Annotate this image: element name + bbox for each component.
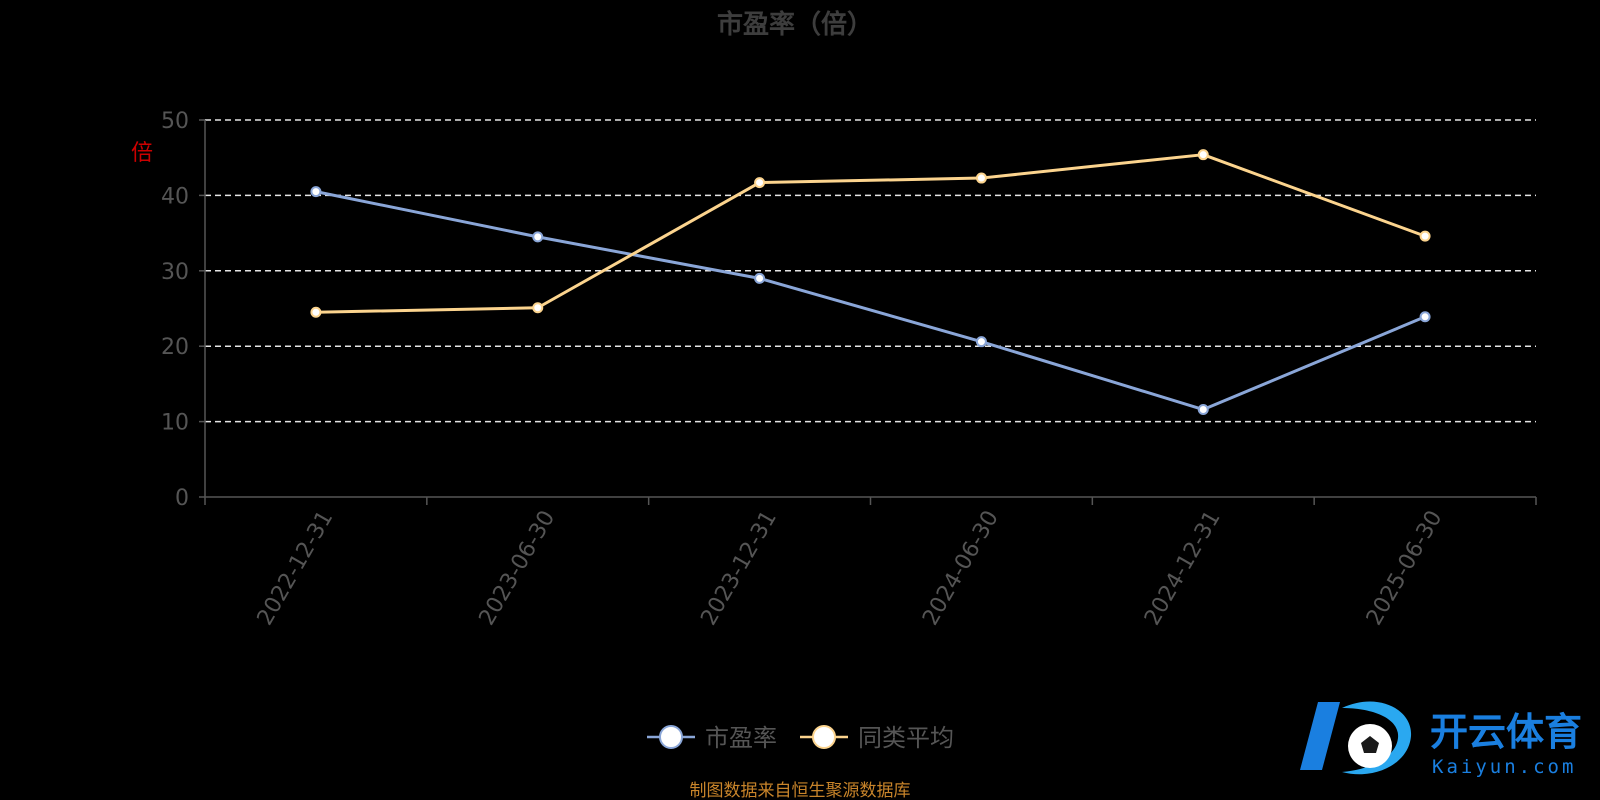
y-axis-label: 倍 (131, 141, 153, 166)
data-point[interactable] (310, 306, 322, 318)
y-tick-label: 10 (161, 411, 189, 436)
legend-label: 市盈率 (705, 724, 777, 752)
y-tick-label: 20 (161, 335, 189, 360)
source-note: 制图数据来自恒生聚源数据库 (690, 781, 911, 800)
data-point[interactable] (1197, 149, 1209, 161)
x-tick-label: 2022-12-31 (253, 507, 339, 630)
grid-lines (205, 119, 1536, 423)
data-point[interactable] (754, 272, 766, 284)
logo-subtext: Kaiyun.com (1432, 756, 1576, 778)
legend-label: 同类平均 (858, 724, 954, 752)
data-point[interactable] (310, 186, 322, 198)
data-point[interactable] (975, 172, 987, 184)
data-point[interactable] (1197, 404, 1209, 416)
x-tick-label: 2024-12-31 (1140, 507, 1226, 630)
y-tick-label: 40 (161, 184, 189, 209)
x-tick-label: 2024-06-30 (918, 507, 1004, 630)
data-point[interactable] (532, 302, 544, 314)
legend-marker (812, 725, 836, 749)
y-tick-labels: 0 10 20 30 40 50 (161, 109, 189, 511)
series-line (315, 153, 1426, 314)
axes (199, 119, 1537, 505)
logo: 开云体育 Kaiyun.com (1300, 701, 1582, 778)
legend[interactable]: 市盈率 同类平均 (647, 724, 954, 752)
series-line (315, 190, 1426, 412)
data-point[interactable] (1419, 311, 1431, 323)
legend-marker (659, 725, 683, 749)
y-tick-label: 30 (161, 260, 189, 285)
logo-text: 开云体育 (1430, 710, 1582, 754)
x-tick-label: 2023-12-31 (696, 507, 782, 630)
x-tick-label: 2023-06-30 (475, 507, 561, 630)
legend-item[interactable]: 同类平均 (800, 724, 954, 752)
data-point[interactable] (1419, 230, 1431, 242)
legend-item[interactable]: 市盈率 (647, 724, 777, 752)
data-point[interactable] (975, 336, 987, 348)
soccer-ball-icon (1300, 701, 1412, 775)
y-tick-label: 50 (161, 109, 189, 134)
x-tick-label: 2025-06-30 (1362, 507, 1448, 630)
data-point[interactable] (754, 177, 766, 189)
data-point[interactable] (532, 231, 544, 243)
x-tick-labels: 2022-12-31 2023-06-30 2023-12-31 2024-06-30… (253, 507, 1448, 630)
series-lines (310, 149, 1431, 416)
y-tick-label: 0 (175, 486, 189, 511)
chart-title: 市盈率（倍） (717, 9, 873, 40)
